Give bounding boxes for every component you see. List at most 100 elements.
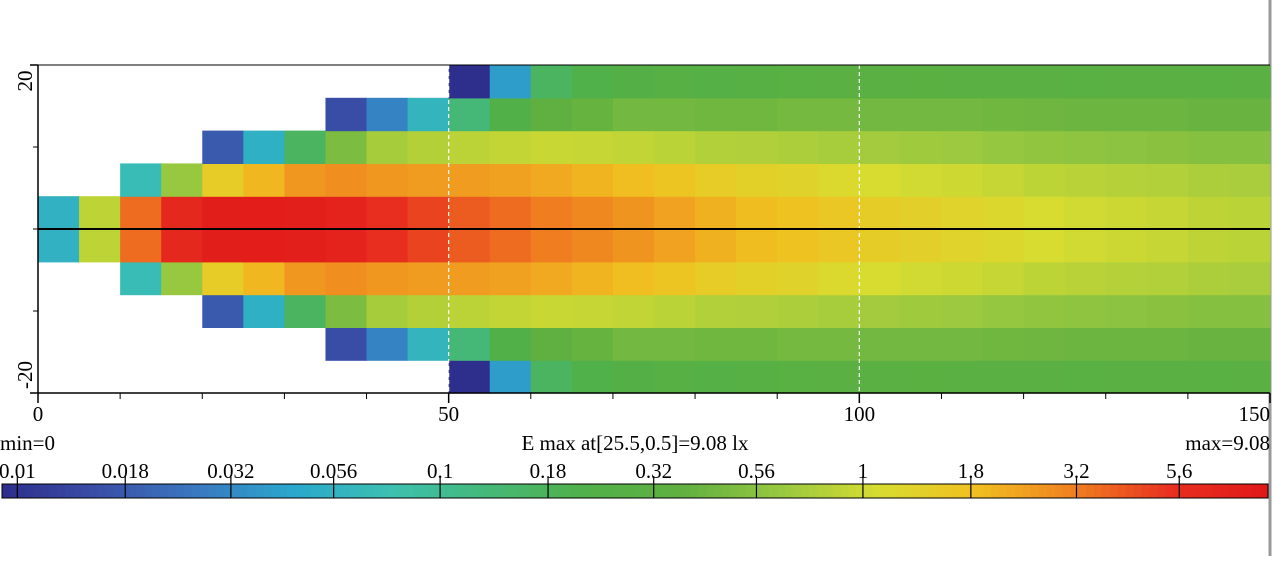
colorbar-swatch bbox=[286, 484, 296, 498]
colorbar-swatch bbox=[413, 484, 422, 498]
heat-cell bbox=[859, 65, 901, 99]
heat-cell bbox=[161, 229, 203, 263]
colorbar-swatch bbox=[1062, 484, 1071, 498]
annotation: E max at[25.5,0.5]=9.08 lx bbox=[521, 431, 749, 455]
heat-cell bbox=[900, 163, 943, 197]
heat-cell bbox=[489, 229, 532, 263]
heat-cell bbox=[161, 196, 203, 230]
heat-cell bbox=[818, 196, 860, 230]
colorbar-swatch bbox=[856, 484, 865, 498]
colorbar-swatch bbox=[1180, 484, 1190, 498]
heat-cell bbox=[530, 360, 573, 394]
heat-cell bbox=[366, 196, 409, 230]
heat-cell bbox=[1187, 130, 1230, 164]
colorbar-swatch bbox=[421, 484, 430, 498]
heat-cell bbox=[612, 97, 655, 132]
colorbar-swatch bbox=[722, 484, 731, 498]
colorbar-swatch bbox=[983, 484, 992, 498]
heat-cell bbox=[366, 97, 409, 132]
heat-cell bbox=[325, 196, 368, 230]
colorbar-swatch bbox=[880, 484, 889, 498]
heat-cell bbox=[818, 65, 860, 99]
colorbar-swatch bbox=[160, 484, 169, 498]
heat-cell bbox=[982, 130, 1025, 164]
heat-cell bbox=[612, 294, 655, 328]
heat-cell bbox=[571, 261, 614, 296]
colorbar-tick-label: 0.01 bbox=[0, 459, 36, 483]
y-tick-label: 20 bbox=[13, 71, 37, 92]
heat-cell bbox=[448, 261, 491, 296]
heat-cell bbox=[571, 327, 614, 361]
heat-cell bbox=[736, 130, 778, 164]
heat-cell bbox=[366, 294, 409, 328]
heat-cell bbox=[818, 163, 860, 197]
heat-cell bbox=[1064, 229, 1107, 263]
colorbar-swatch bbox=[310, 484, 319, 498]
heat-cell bbox=[79, 196, 121, 230]
heat-cell bbox=[530, 261, 573, 296]
heat-cell bbox=[900, 229, 943, 263]
heat-cell bbox=[695, 261, 737, 296]
colorbar-swatch bbox=[753, 484, 763, 498]
heat-cell bbox=[1228, 229, 1271, 263]
heat-cell bbox=[1105, 196, 1148, 230]
heat-cell bbox=[1187, 97, 1230, 132]
heat-cell bbox=[1023, 360, 1066, 394]
heat-cell bbox=[407, 261, 450, 296]
heat-cell bbox=[325, 294, 368, 328]
heat-cell bbox=[612, 196, 655, 230]
heat-cell bbox=[448, 327, 491, 361]
heat-cell bbox=[1064, 65, 1107, 99]
heat-cell bbox=[859, 196, 901, 230]
min-label: min=0 bbox=[0, 431, 55, 455]
colorbar-swatch bbox=[737, 484, 747, 498]
colorbar-swatch bbox=[1260, 484, 1269, 498]
heat-cell bbox=[777, 130, 819, 164]
colorbar-swatch bbox=[191, 484, 201, 498]
colorbar-swatch bbox=[801, 484, 810, 498]
heat-cell bbox=[736, 65, 778, 99]
heat-cell bbox=[1228, 360, 1271, 394]
colorbar-swatch bbox=[255, 484, 264, 498]
heat-cell bbox=[1105, 130, 1148, 164]
colorbar-swatch bbox=[445, 484, 454, 498]
heat-cell bbox=[1228, 196, 1271, 230]
heat-cell bbox=[982, 229, 1025, 263]
heat-cell bbox=[1228, 294, 1271, 328]
heat-cell bbox=[448, 196, 491, 230]
heat-cell bbox=[1105, 65, 1148, 99]
heat-cell bbox=[1146, 97, 1189, 132]
heat-cell bbox=[612, 261, 655, 296]
heat-cell bbox=[1105, 327, 1148, 361]
heat-cell bbox=[284, 196, 327, 230]
colorbar-swatch bbox=[904, 484, 913, 498]
heat-cell bbox=[941, 97, 984, 132]
colorbar-swatch bbox=[1188, 484, 1198, 498]
colorbar-swatch bbox=[239, 484, 248, 498]
colorbar-swatch bbox=[674, 484, 683, 498]
heat-cell bbox=[407, 327, 450, 361]
colorbar-swatch bbox=[484, 484, 494, 498]
colorbar-swatch bbox=[975, 484, 984, 498]
colorbar-swatch bbox=[365, 484, 375, 498]
colorbar-swatch bbox=[65, 484, 74, 498]
colorbar-swatch bbox=[690, 484, 699, 498]
colorbar-swatch bbox=[1125, 484, 1134, 498]
heat-cell bbox=[530, 327, 573, 361]
colorbar-swatch bbox=[935, 484, 945, 498]
colorbar-swatch bbox=[595, 484, 604, 498]
heat-cell bbox=[1228, 65, 1271, 99]
heat-cell bbox=[900, 97, 943, 132]
colorbar-swatch bbox=[524, 484, 533, 498]
colorbar-tick-label: 5.6 bbox=[1166, 459, 1192, 483]
colorbar-swatch bbox=[540, 484, 549, 498]
colorbar-swatch bbox=[1101, 484, 1111, 498]
colorbar-swatch bbox=[358, 484, 367, 498]
heat-cell bbox=[120, 163, 162, 197]
colorbar-swatch bbox=[927, 484, 937, 498]
heat-cell bbox=[612, 229, 655, 263]
colorbar-swatch bbox=[745, 484, 755, 498]
heat-cell bbox=[900, 65, 943, 99]
colorbar-swatch bbox=[571, 484, 581, 498]
colorbar-tick-label: 1.8 bbox=[958, 459, 984, 483]
